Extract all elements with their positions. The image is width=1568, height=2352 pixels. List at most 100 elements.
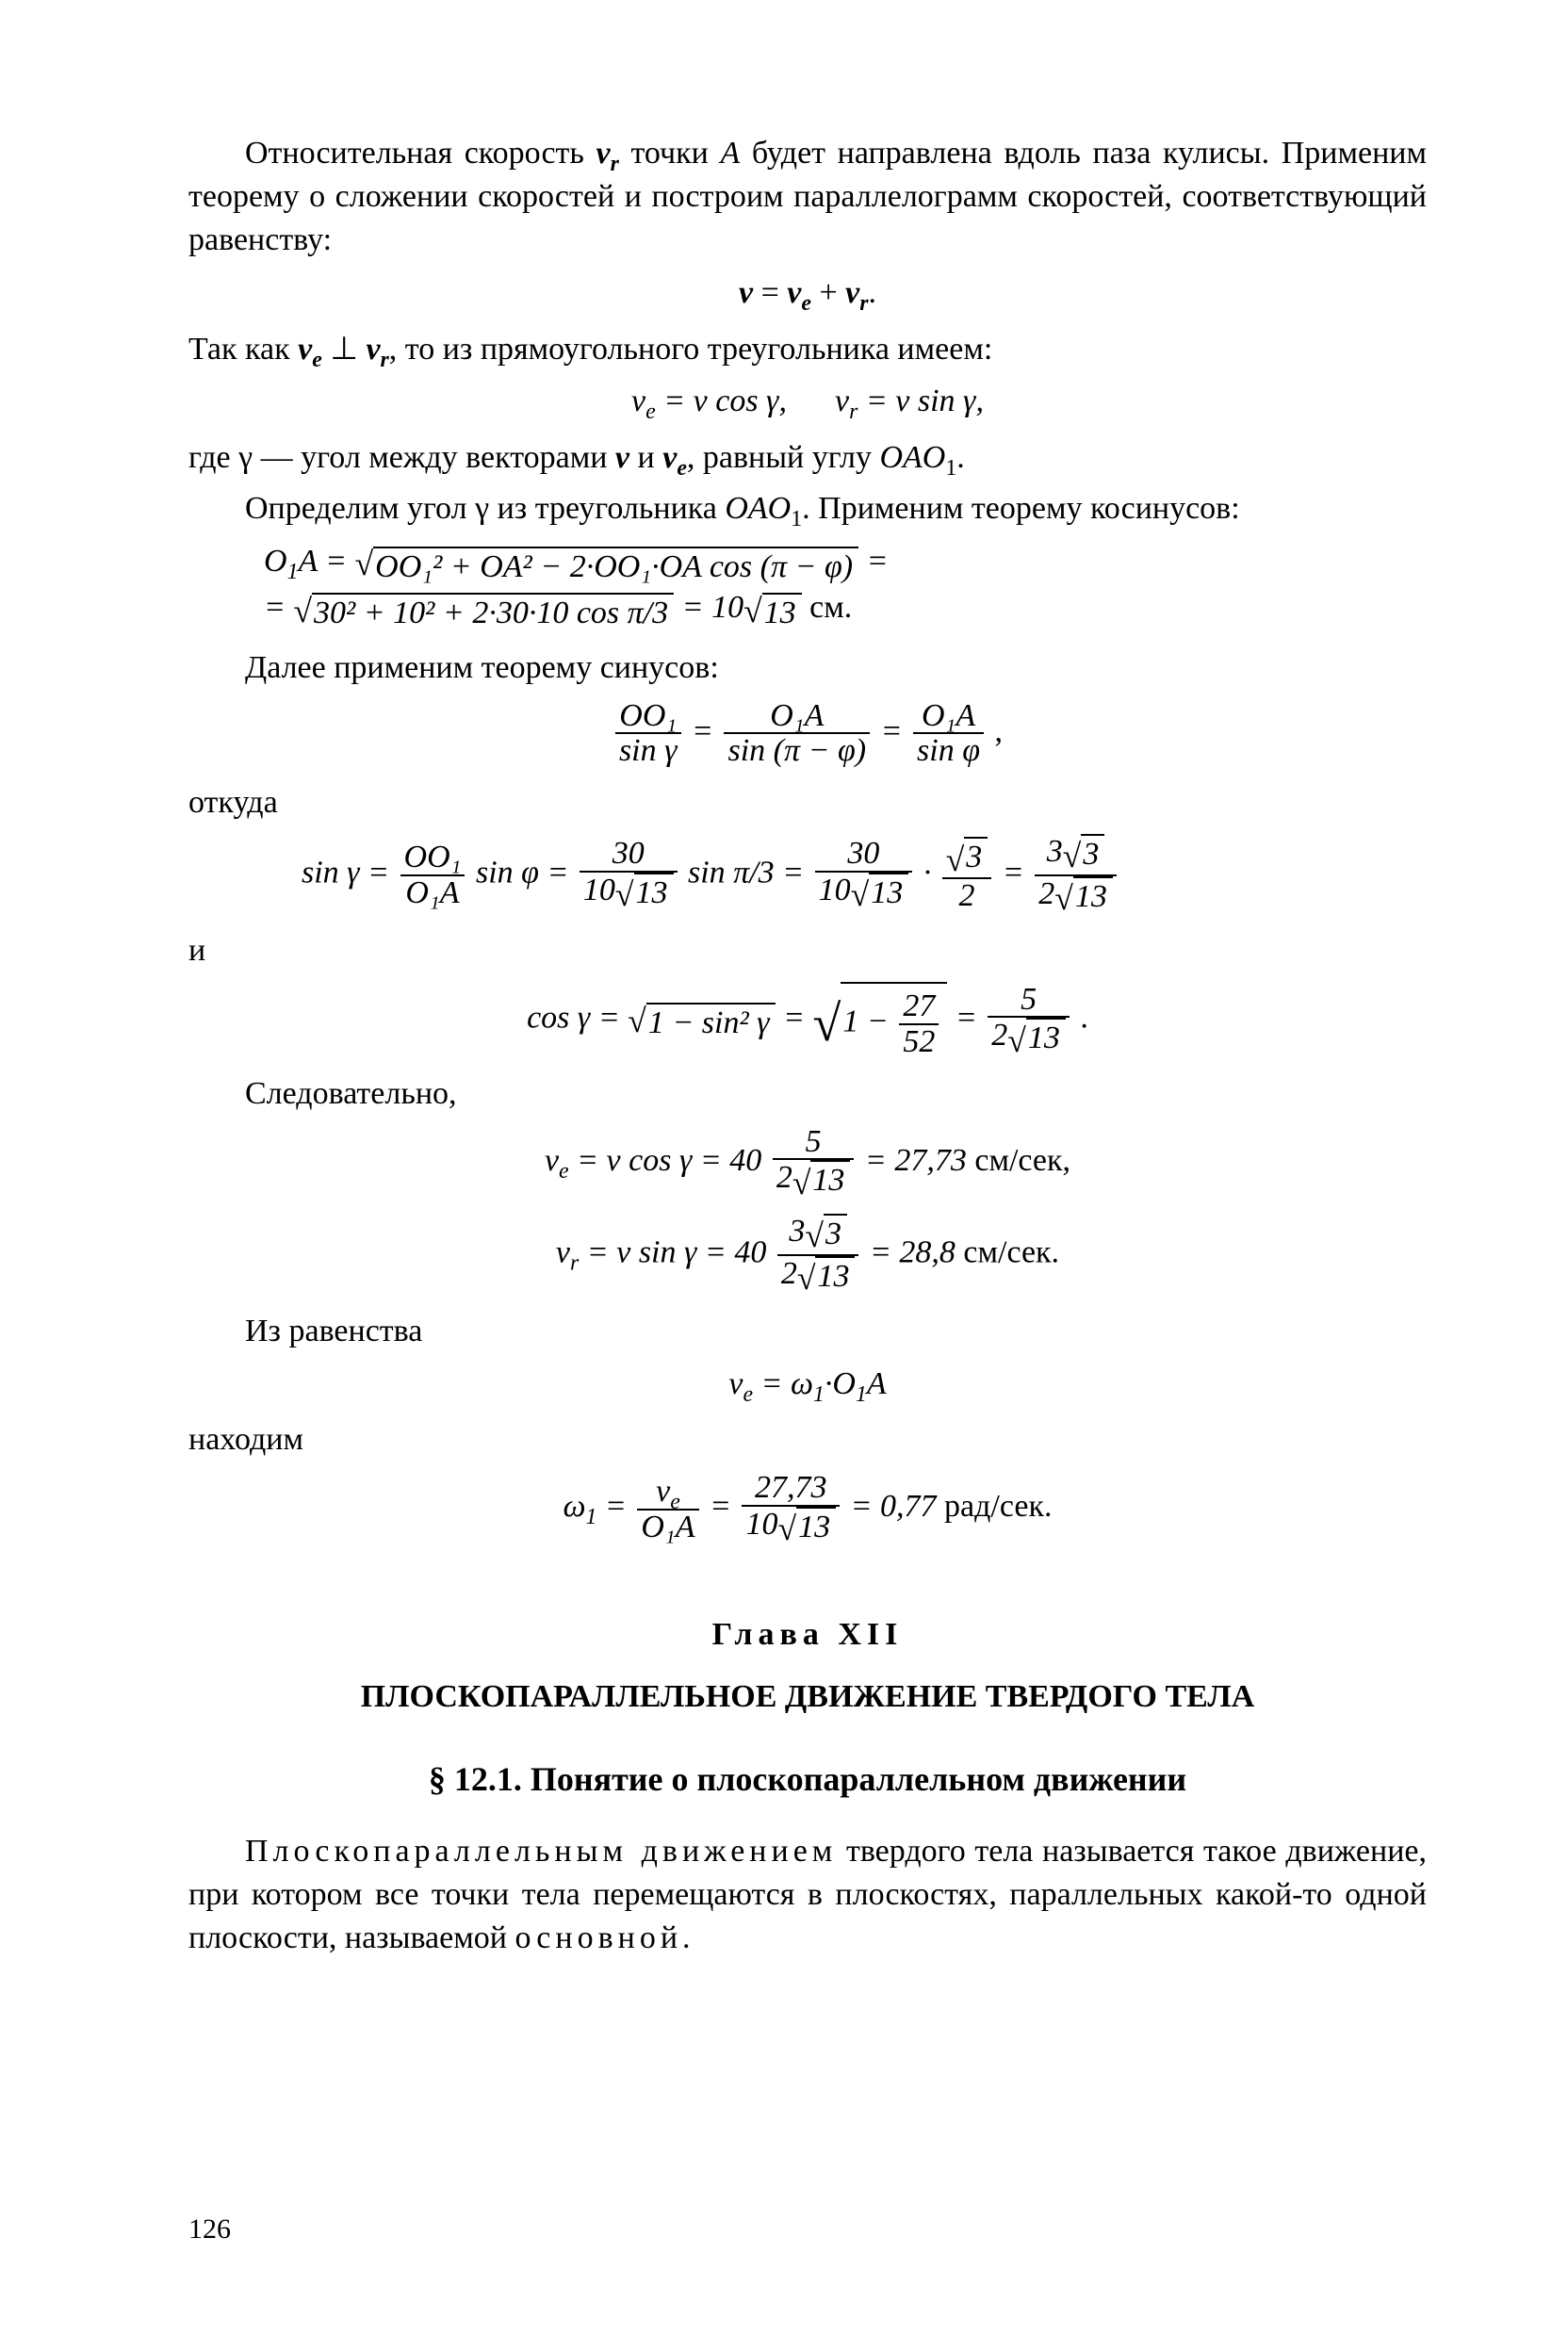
eq8-db: 13 [815, 1256, 855, 1297]
eq5-n3: 30 [815, 837, 913, 873]
chapter-title: ПЛОСКОПАРАЛЛЕЛЬНОЕ ДВИЖЕНИЕ ТВЕРДОГО ТЕЛ… [188, 1675, 1427, 1719]
eq8-c: = 28,8 [861, 1235, 963, 1270]
paragraph-2: Так как ve ⊥ vr, то из прямоугольного тр… [188, 328, 1427, 371]
eq5-d1: O₁A [400, 876, 466, 910]
eq4-d3: sin φ [913, 734, 984, 768]
paragraph-3: где γ — угол между векторами v и ve, рав… [188, 436, 1427, 480]
eq10-eq: = [596, 1489, 634, 1524]
eq6-end: . [1072, 1001, 1088, 1036]
chapter-label: Глава XII [188, 1613, 1427, 1657]
eq5-n4: 3 [964, 837, 988, 877]
eq4-n1: OO₁ [615, 699, 681, 735]
eq3-arg3: 13 [762, 593, 802, 633]
page: Относительная скорость vr точки A будет … [0, 0, 1568, 2352]
eq8-b: = v sin γ = 40 [579, 1235, 775, 1270]
eq8-vr: v [556, 1235, 570, 1270]
eq5-n5a: 3 [1047, 834, 1063, 869]
eq5-d5a: 2 [1038, 876, 1054, 911]
p3-d: OAO [879, 440, 945, 475]
eq6-d2a: 2 [991, 1019, 1007, 1054]
eq8-na: 3 [789, 1214, 805, 1249]
eq2-sub-e: e [645, 400, 656, 424]
eq4-n2: O₁A [724, 699, 870, 735]
paragraph-10: находим [188, 1418, 1427, 1462]
p2-c: , то из прямоугольного треугольника имее… [389, 332, 993, 367]
eq3-arg2: 30² + 10² + 2·30·10 cos π/3 [312, 593, 674, 633]
eq6-one: 1 − [842, 1004, 896, 1039]
eq6-eq2: = [947, 1001, 985, 1036]
eq4-eq1: = [684, 713, 722, 748]
eq7-sub: e [559, 1158, 569, 1183]
eq5-eq2: = [994, 855, 1032, 890]
eq1-dot: . [868, 275, 876, 310]
paragraph-9: Из равенства [188, 1310, 1427, 1353]
eq5-n2: 30 [580, 837, 678, 873]
p3-b: и [629, 440, 662, 475]
eq2-b: = v cos γ, [656, 384, 787, 418]
equation-9: ve = ω1·O1A [188, 1363, 1427, 1406]
p3-a: где γ — угол между векторами [188, 440, 615, 475]
eq3-O: O [264, 544, 287, 579]
eq1-ve: v [787, 275, 801, 310]
paragraph-6: откуда [188, 781, 1427, 825]
eq10-c: = 0,77 [842, 1489, 944, 1524]
eq10-d2b: 13 [796, 1507, 836, 1547]
eq1-eq: = [753, 275, 787, 310]
equation-10: ω1 = veO₁A = 27,7310√13 = 0,77 рад/сек. [188, 1471, 1427, 1546]
eq4-d1: sin γ [615, 734, 681, 768]
eq8-sub: r [570, 1251, 579, 1276]
paragraph-7: и [188, 929, 1427, 972]
eq1-plus: + [811, 275, 845, 310]
equation-3: O1A = √OO₁² + OA² − 2·OO₁·OA cos (π − φ)… [264, 540, 1427, 633]
eq10-n1: v [656, 1474, 670, 1509]
eq5-n1: OO₁ [400, 841, 466, 876]
eq1-sub-e: e [801, 290, 811, 315]
equation-6: cos γ = √1 − sin² γ = √ 1 − 2752 = 52√13… [188, 982, 1427, 1058]
eq5-d3b: 13 [869, 873, 908, 913]
eq5-mid2: sin π/3 = [680, 855, 812, 890]
eq2-ve: v [631, 384, 645, 418]
eq2-sub-r: r [849, 400, 858, 424]
eq6-arg1: 1 − sin² γ [646, 1003, 776, 1043]
eq5-mid1: sin φ = [467, 855, 576, 890]
eq9-c: ·O [825, 1366, 856, 1401]
eq5-d4: 2 [942, 879, 992, 913]
eq7-n: 5 [773, 1125, 855, 1161]
paragraph-1: Относительная скорость vr точки A будет … [188, 132, 1427, 262]
eq10-d2a: 10 [745, 1507, 777, 1542]
eq3-Aeq: A = [298, 544, 354, 579]
eq8-unit: см/сек. [963, 1235, 1059, 1270]
paragraph-11: Плоскопараллельным движением твердого те… [188, 1830, 1427, 1960]
eq3-unit: см. [802, 590, 853, 625]
eq7-db: 13 [810, 1160, 850, 1200]
equation-4: OO₁sin γ = O₁Asin (π − φ) = O₁Asin φ , [188, 699, 1427, 768]
eq10-d1: O₁A [637, 1511, 698, 1544]
p11-c: основной. [514, 1920, 694, 1955]
eq4-end: , [987, 713, 1003, 748]
eq9-b: = ω [753, 1366, 813, 1401]
eq6-n2: 5 [988, 983, 1070, 1019]
eq5-d2b: 13 [634, 873, 674, 913]
eq2-d: = v sin γ, [858, 384, 984, 418]
eq2-gap [787, 384, 835, 418]
equation-7: ve = v cos γ = 40 52√13 = 27,73 см/сек, [188, 1125, 1427, 1200]
eq10-w: ω [564, 1489, 586, 1524]
eq7-c: = 27,73 [857, 1143, 974, 1178]
eq2-vr: v [835, 384, 849, 418]
eq5-d2a: 10 [583, 873, 615, 907]
eq6-eq1: = [776, 1001, 813, 1036]
eq5-n5b: 3 [1081, 834, 1104, 874]
p3-e: . [956, 440, 965, 475]
eq7-b: = v cos γ = 40 [569, 1143, 770, 1178]
eq3-l1end: = [858, 544, 888, 579]
eq8-nb: 3 [824, 1214, 847, 1254]
eq3-arg1: OO₁² + OA² − 2·OO₁·OA cos (π − φ) [373, 547, 858, 587]
eq6-d2b: 13 [1026, 1018, 1066, 1058]
page-number: 126 [188, 2211, 231, 2249]
eq5-pre: sin γ = [302, 855, 398, 890]
eq6-pre: cos γ = [527, 1001, 628, 1036]
paragraph-5: Далее применим теорему синусов: [188, 646, 1427, 690]
eq10-unit: рад/сек. [944, 1489, 1052, 1524]
eq3-l2eq: = [264, 590, 293, 625]
eq8-da: 2 [781, 1256, 797, 1291]
